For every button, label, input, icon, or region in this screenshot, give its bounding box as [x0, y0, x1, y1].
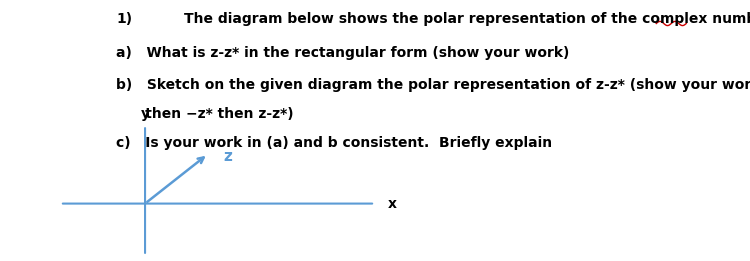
Text: a)   What is z-z* in the rectangular form (show your work): a) What is z-z* in the rectangular form …: [116, 46, 570, 60]
Text: x: x: [388, 197, 397, 211]
Text: 1): 1): [116, 12, 132, 26]
Text: then −z* then z-z*): then −z* then z-z*): [116, 107, 294, 121]
Text: b)   Sketch on the given diagram the polar representation of z-z* (show your wor: b) Sketch on the given diagram the polar…: [116, 78, 750, 92]
Text: The diagram below shows the polar representation of the complex number z= x+iy: The diagram below shows the polar repres…: [184, 12, 750, 26]
Text: y: y: [140, 107, 149, 121]
Text: z: z: [224, 149, 232, 164]
Text: c)   Is your work in (a) and b consistent.  Briefly explain: c) Is your work in (a) and b consistent.…: [116, 136, 552, 150]
